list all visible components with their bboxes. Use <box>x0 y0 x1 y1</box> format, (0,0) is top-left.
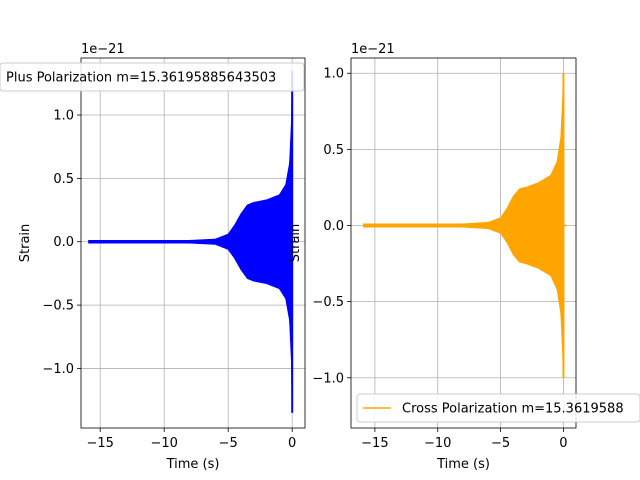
legend: Plus Polarization m=15.36195885643503 <box>0 62 305 92</box>
axes-frame <box>350 57 577 429</box>
y-tick-label: −1.0 <box>312 371 344 386</box>
axes-frame <box>80 57 306 429</box>
y-tick-label: 1.0 <box>53 109 74 124</box>
x-tick-label: −5 <box>219 436 238 451</box>
x-tick-label: −15 <box>86 436 113 451</box>
legend-box <box>356 393 640 423</box>
legend-label: Cross Polarization m=15.3619588 <box>402 402 624 417</box>
x-tick-label: −10 <box>150 436 177 451</box>
plus-polarization-chart: −15 −10 −5 0 −1.0 −0.5 0.0 0.5 1.0 1e−21 Time (s) S… <box>0 42 306 472</box>
y-tick-label: 0.5 <box>53 172 74 187</box>
y-tick-label: −0.5 <box>312 295 344 310</box>
y-axis-label: Strain <box>288 224 303 263</box>
legend: Cross Polarization m=15.3619588 <box>356 393 640 423</box>
y-tick-label: −1.0 <box>42 362 74 377</box>
y-offset-text: 1e−21 <box>81 42 125 57</box>
x-axis-label: Time (s) <box>436 457 490 472</box>
y-tick-label: 1.0 <box>323 67 344 82</box>
x-tick-label: −5 <box>491 436 510 451</box>
plot-area <box>88 70 296 413</box>
y-tick-label: 0.5 <box>323 143 344 158</box>
x-axis-label: Time (s) <box>166 457 220 472</box>
y-tick-label: −0.5 <box>42 299 74 314</box>
cross-polarization-chart: −15 −10 −5 0 −1.0 −0.5 0.0 0.5 1.0 1e−21 Time (s) S… <box>288 42 640 472</box>
x-tick-label: −15 <box>361 436 388 451</box>
plot-area <box>363 73 567 378</box>
y-offset-text: 1e−21 <box>351 42 395 57</box>
legend-label: Plus Polarization m=15.36195885643503 <box>6 71 276 86</box>
y-axis-label: Strain <box>18 224 33 263</box>
x-tick-label: 0 <box>288 436 296 451</box>
y-tick-label: 0.0 <box>323 219 344 234</box>
x-tick-label: −10 <box>424 436 451 451</box>
y-tick-label: 0.0 <box>53 235 74 250</box>
legend-box <box>0 62 305 92</box>
x-tick-label: 0 <box>559 436 567 451</box>
